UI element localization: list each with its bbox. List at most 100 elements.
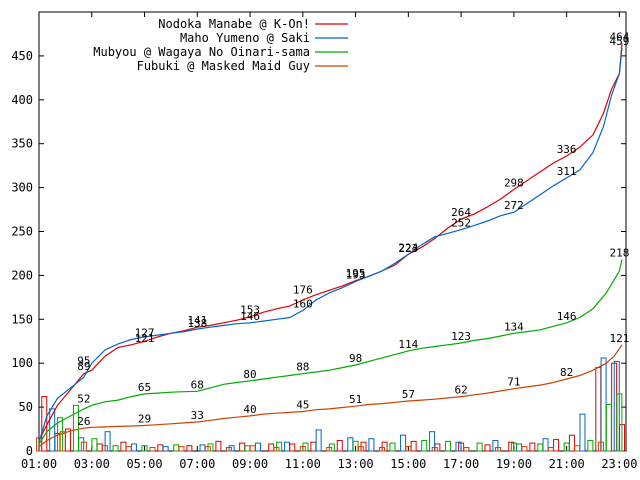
bar [553, 439, 560, 452]
data-label: 264 [451, 206, 471, 219]
data-label: 51 [349, 393, 362, 406]
data-label: 121 [135, 332, 155, 345]
bar [605, 403, 612, 452]
bar [563, 442, 570, 452]
data-label: 114 [398, 338, 418, 351]
bar [400, 434, 407, 452]
y-tick-label: 100 [11, 356, 33, 370]
legend-label: Nodoka Manabe @ K-On! [158, 17, 310, 31]
y-tick-label: 150 [11, 312, 33, 326]
data-label: 68 [191, 378, 204, 391]
bar [310, 441, 317, 452]
data-label: 272 [504, 199, 524, 212]
x-tick-label: 11:00 [285, 457, 321, 471]
data-label: 153 [240, 304, 260, 317]
data-label: 134 [504, 320, 524, 333]
bar [357, 446, 364, 452]
bar [521, 446, 528, 452]
bar [101, 445, 108, 452]
y-tick-label: 0 [26, 444, 33, 458]
bar [273, 446, 280, 452]
y-tick-label: 200 [11, 268, 33, 282]
legend-label: Mubyou @ Wagaya No Oinari-sama [93, 45, 310, 59]
bar [141, 445, 148, 452]
x-tick-label: 19:00 [496, 457, 532, 471]
x-tick-label: 01:00 [21, 457, 57, 471]
y-axis: 0 50 100 150 200 250 300 350 400 450 [11, 49, 626, 458]
bar [444, 440, 451, 452]
bar [59, 431, 66, 452]
bar [130, 443, 137, 452]
bar [91, 438, 98, 452]
bar [283, 441, 290, 452]
bar [125, 446, 132, 452]
bar [529, 442, 536, 452]
data-label: 141 [187, 314, 207, 327]
data-label: 138 [187, 317, 207, 330]
legend: Nodoka Manabe @ K-On!Maho Yumeno @ SakiM… [93, 17, 348, 73]
series-line [38, 344, 623, 448]
data-label: 252 [451, 217, 471, 230]
data-label: 176 [293, 283, 313, 296]
data-label: 195 [346, 267, 366, 280]
bar [587, 439, 594, 452]
bar [326, 446, 333, 452]
series-line [38, 259, 623, 445]
y-tick-label: 300 [11, 181, 33, 195]
bar [579, 413, 586, 452]
label-layer: 89 121 141 153 176 195 224 264 298 336 464 95 127 138… [77, 31, 629, 429]
data-label: 89 [77, 360, 90, 373]
bar [149, 446, 156, 452]
y-tick-label: 50 [19, 400, 33, 414]
data-label: 298 [504, 176, 524, 189]
bar [336, 439, 343, 452]
bar [516, 443, 523, 452]
data-label: 311 [557, 165, 577, 178]
bar [410, 440, 417, 452]
data-label: 65 [138, 381, 151, 394]
data-label: 160 [293, 298, 313, 311]
bar [463, 446, 470, 452]
data-label: 123 [451, 330, 471, 343]
bar [112, 445, 119, 452]
data-label: 224 [398, 241, 418, 254]
bar [495, 446, 502, 452]
data-label: 146 [557, 310, 577, 323]
data-label: 80 [243, 368, 256, 381]
bar [574, 445, 581, 452]
bar [268, 443, 275, 452]
data-label: 146 [240, 310, 260, 323]
bar [542, 438, 549, 452]
y-tick-label: 450 [11, 49, 33, 63]
y-tick-label: 350 [11, 137, 33, 151]
data-label: 95 [77, 355, 90, 368]
x-tick-label: 23:00 [601, 457, 637, 471]
bar [431, 446, 438, 452]
bar [537, 443, 544, 452]
bar [162, 446, 169, 452]
data-label: 218 [609, 247, 629, 260]
data-label: 88 [296, 361, 309, 374]
bar [72, 404, 79, 452]
x-axis: 01:00 03:00 05:00 07:00 09:00 11:00 13:00 15:00… [21, 12, 637, 471]
x-tick-label: 09:00 [232, 457, 268, 471]
data-label: 29 [138, 413, 151, 426]
bar [299, 446, 306, 452]
data-label: 26 [77, 415, 90, 428]
x-tick-label: 03:00 [74, 457, 110, 471]
data-label: 71 [507, 376, 520, 389]
bar [289, 443, 296, 452]
bar [120, 441, 127, 452]
bar [347, 437, 354, 452]
x-tick-label: 05:00 [126, 457, 162, 471]
x-tick-label: 07:00 [179, 457, 215, 471]
bar [510, 442, 517, 452]
bar [315, 429, 322, 452]
bar [476, 442, 483, 452]
series-line [38, 47, 623, 443]
bar [225, 446, 232, 452]
bar [597, 441, 604, 452]
data-label: 62 [454, 384, 467, 397]
bar [215, 440, 222, 452]
